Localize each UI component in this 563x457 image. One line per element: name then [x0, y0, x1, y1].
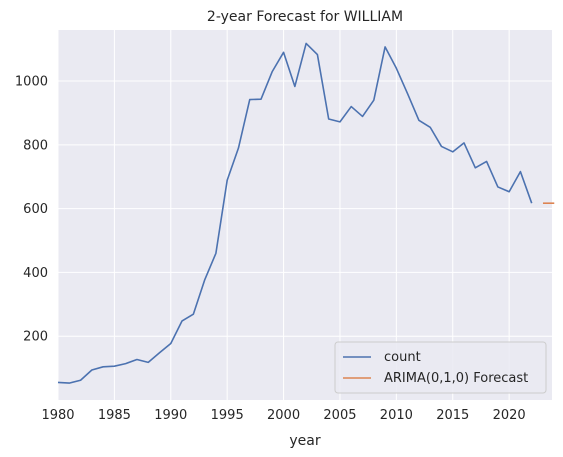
y-tick-label: 200: [23, 330, 48, 345]
x-tick-label: 1990: [154, 408, 187, 423]
y-tick-label: 1000: [15, 75, 48, 90]
y-tick-label: 400: [23, 266, 48, 281]
x-tick-label: 1985: [98, 408, 131, 423]
x-tick-label: 2015: [436, 408, 469, 423]
legend: count ARIMA(0,1,0) Forecast: [335, 342, 546, 393]
x-tick-label: 1995: [211, 408, 244, 423]
legend-label-count: count: [384, 350, 421, 365]
x-tick-label: 2005: [323, 408, 356, 423]
x-axis-label: year: [289, 433, 320, 449]
x-tick-labels: 1980 1985 1990 1995 2000 2005 2010 2015 2020: [41, 408, 525, 423]
y-tick-label: 600: [23, 202, 48, 217]
y-tick-label: 800: [23, 138, 48, 153]
x-tick-label: 2000: [267, 408, 300, 423]
legend-label-forecast: ARIMA(0,1,0) Forecast: [384, 371, 528, 386]
x-tick-label: 2010: [380, 408, 413, 423]
chart-title: 2-year Forecast for WILLIAM: [207, 9, 403, 25]
x-tick-label: 1980: [41, 408, 74, 423]
y-tick-labels: 200 400 600 800 1000: [15, 75, 48, 345]
x-tick-label: 2020: [493, 408, 526, 423]
